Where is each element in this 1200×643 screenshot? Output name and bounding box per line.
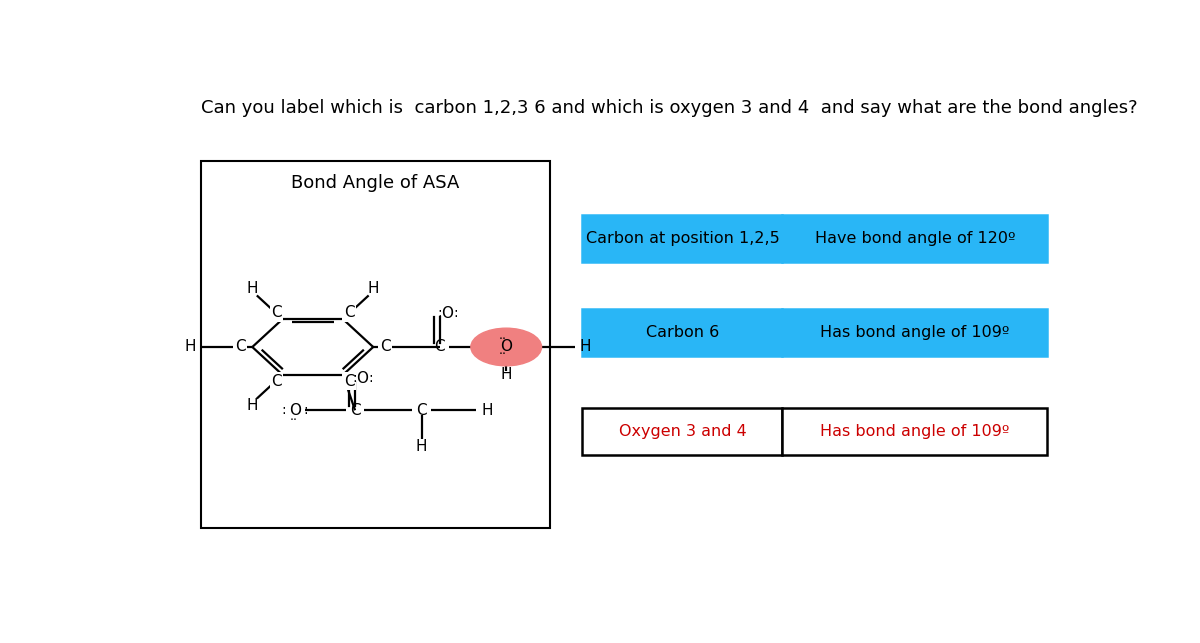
Text: C: C xyxy=(434,340,445,354)
FancyBboxPatch shape xyxy=(782,215,1048,262)
Text: Has bond angle of 109º: Has bond angle of 109º xyxy=(821,325,1009,340)
Text: C: C xyxy=(271,374,282,389)
Text: H: H xyxy=(367,281,379,296)
Text: O: O xyxy=(442,305,454,321)
FancyBboxPatch shape xyxy=(782,408,1048,455)
Text: O: O xyxy=(289,403,301,418)
Text: ⋅⋅: ⋅⋅ xyxy=(498,349,506,361)
Text: Bond Angle of ASA: Bond Angle of ASA xyxy=(292,174,460,192)
Text: :: : xyxy=(282,403,287,417)
Circle shape xyxy=(470,328,541,366)
Text: :: : xyxy=(454,306,458,320)
Text: :: : xyxy=(368,371,373,385)
Text: C: C xyxy=(235,340,246,354)
Text: C: C xyxy=(349,403,360,418)
Text: Carbon at position 1,2,5: Carbon at position 1,2,5 xyxy=(586,231,779,246)
Text: H: H xyxy=(416,439,427,454)
Text: C: C xyxy=(343,305,354,320)
Text: C: C xyxy=(380,340,391,354)
Text: C: C xyxy=(343,305,354,320)
Text: C: C xyxy=(271,305,282,320)
Text: H: H xyxy=(500,367,512,381)
Text: C: C xyxy=(235,340,246,354)
Text: Oxygen 3 and 4: Oxygen 3 and 4 xyxy=(618,424,746,439)
Text: C: C xyxy=(271,305,282,320)
FancyBboxPatch shape xyxy=(782,309,1048,356)
Text: ⋅⋅: ⋅⋅ xyxy=(498,332,506,345)
Text: :: : xyxy=(353,371,358,385)
Text: C: C xyxy=(343,374,354,389)
Text: H: H xyxy=(580,340,592,354)
Text: C: C xyxy=(271,374,282,389)
Text: :: : xyxy=(302,403,307,417)
FancyBboxPatch shape xyxy=(582,309,782,356)
Text: C: C xyxy=(416,403,427,418)
Text: O: O xyxy=(500,340,512,354)
Text: O: O xyxy=(356,370,368,386)
Text: H: H xyxy=(481,403,493,418)
Text: H: H xyxy=(246,281,258,296)
FancyBboxPatch shape xyxy=(582,408,782,455)
Text: Has bond angle of 109º: Has bond angle of 109º xyxy=(821,424,1009,439)
Text: Carbon 6: Carbon 6 xyxy=(646,325,719,340)
Text: H: H xyxy=(246,399,258,413)
Text: C: C xyxy=(380,340,391,354)
Text: ⋅⋅: ⋅⋅ xyxy=(290,413,298,427)
Text: C: C xyxy=(343,374,354,389)
Text: Can you label which is  carbon 1,2,3 6 and which is oxygen 3 and 4  and say what: Can you label which is carbon 1,2,3 6 an… xyxy=(202,100,1138,118)
FancyBboxPatch shape xyxy=(582,215,782,262)
FancyBboxPatch shape xyxy=(202,161,550,528)
Text: Have bond angle of 120º: Have bond angle of 120º xyxy=(815,231,1015,246)
Text: H: H xyxy=(184,340,196,354)
Text: :: : xyxy=(437,306,442,320)
